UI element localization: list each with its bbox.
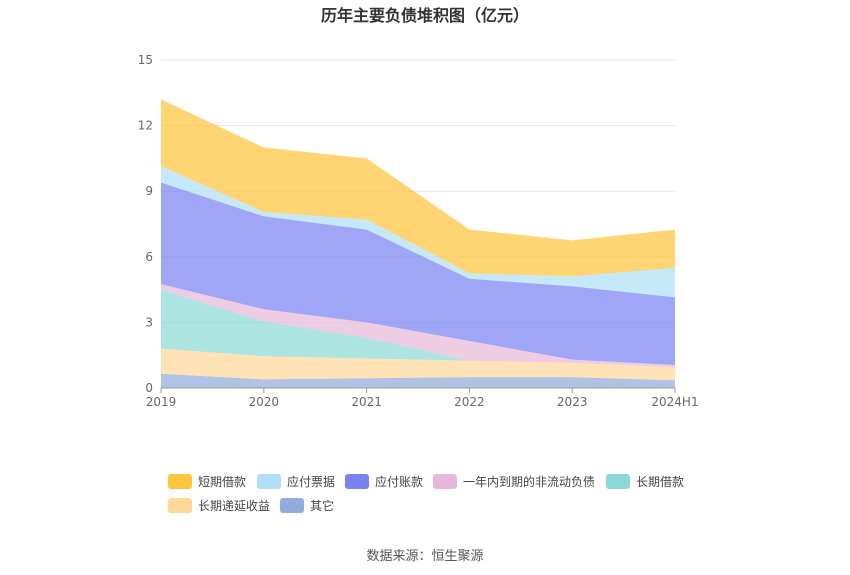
axes: 0 3 6 9 12 15 2019 2020 2021 2022 2023 2024H1 [138,53,699,409]
area-应付账款 [161,182,675,365]
data-source: 数据来源：恒生聚源 [366,549,484,564]
area-长期递延收益 [161,348,675,381]
area-应付票据 [161,166,675,298]
legend-item[interactable]: 其它 [280,495,334,515]
legend-item[interactable]: 应付账款 [345,471,423,491]
x-tick-label: 2021 [351,395,382,409]
legend-label: 短期借款 [198,474,247,489]
legend-item[interactable]: 短期借款 [168,471,246,491]
y-tick-label: 9 [145,184,153,198]
legend-swatch [433,473,457,489]
area-长期借款 [161,289,675,368]
legend-label: 长期递延收益 [198,498,271,513]
legend-label: 应付票据 [287,474,336,489]
y-tick-label: 3 [145,315,153,329]
legend-swatch [168,497,192,513]
x-tick-label: 2023 [557,395,588,409]
legend-label: 其它 [310,498,335,513]
legend-swatch [168,473,192,489]
y-tick-label: 0 [145,381,153,395]
y-tick-label: 12 [138,119,153,133]
x-tick-label: 2020 [249,395,280,409]
legend-swatch [257,473,281,489]
legend-swatch [280,497,304,513]
legend-swatch [345,473,369,489]
y-tick-label: 15 [138,53,153,67]
legend-label: 一年内到期的非流动负债 [463,474,596,489]
chart-title: 历年主要负债堆积图（亿元） [320,6,529,25]
legend-item[interactable]: 长期借款 [606,471,684,491]
legend-label: 长期借款 [636,474,685,489]
area-短期借款 [161,99,675,277]
legend-item[interactable]: 长期递延收益 [168,495,270,515]
legend-label: 应付账款 [375,474,424,489]
legend-swatch [606,473,630,489]
area-其它 [161,373,675,388]
y-tick-label: 6 [145,250,153,264]
x-tick-label: 2024H1 [651,395,698,409]
legend-item[interactable]: 应付票据 [257,471,335,491]
stacked-area-chart: 0 3 6 9 12 15 2019 2020 2021 2022 2023 2024H1 [138,53,699,409]
legend-item[interactable]: 一年内到期的非流动负债 [433,471,595,491]
x-tick-label: 2022 [454,395,485,409]
area-series [161,99,675,388]
x-tick-label: 2019 [146,395,177,409]
